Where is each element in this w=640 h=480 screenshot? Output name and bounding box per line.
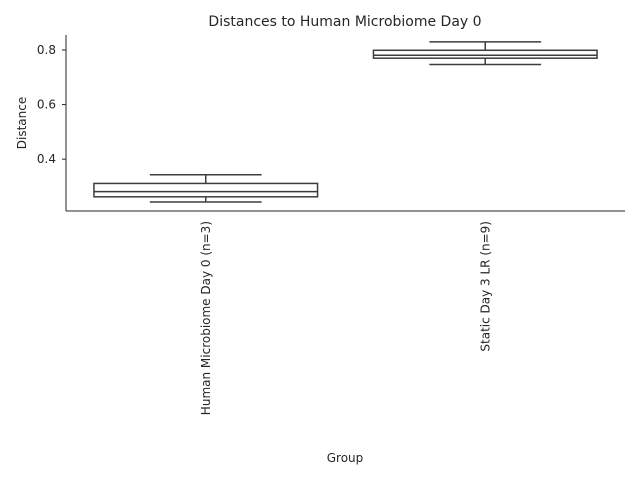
x-axis-label: Group <box>327 451 364 465</box>
x-ticks: Human Microbiome Day 0 (n=3) Static Day 3… <box>199 221 493 415</box>
y-tick-label: 0.8 <box>37 43 56 57</box>
boxes <box>93 41 598 203</box>
y-tick-label: 0.6 <box>37 98 56 112</box>
x-tick-label: Static Day 3 LR (n=9) <box>478 221 492 352</box>
y-axis-label: Distance <box>15 97 29 149</box>
chart-title: Distances to Human Microbiome Day 0 <box>208 14 481 30</box>
box-iqr <box>372 49 598 59</box>
y-ticks: 0.4 0.6 0.8 <box>37 43 66 166</box>
box-iqr <box>93 182 319 198</box>
x-tick-label: Human Microbiome Day 0 (n=3) <box>199 221 213 415</box>
box-group <box>93 173 319 203</box>
y-tick-label: 0.4 <box>37 152 56 166</box>
box-group <box>372 41 598 66</box>
